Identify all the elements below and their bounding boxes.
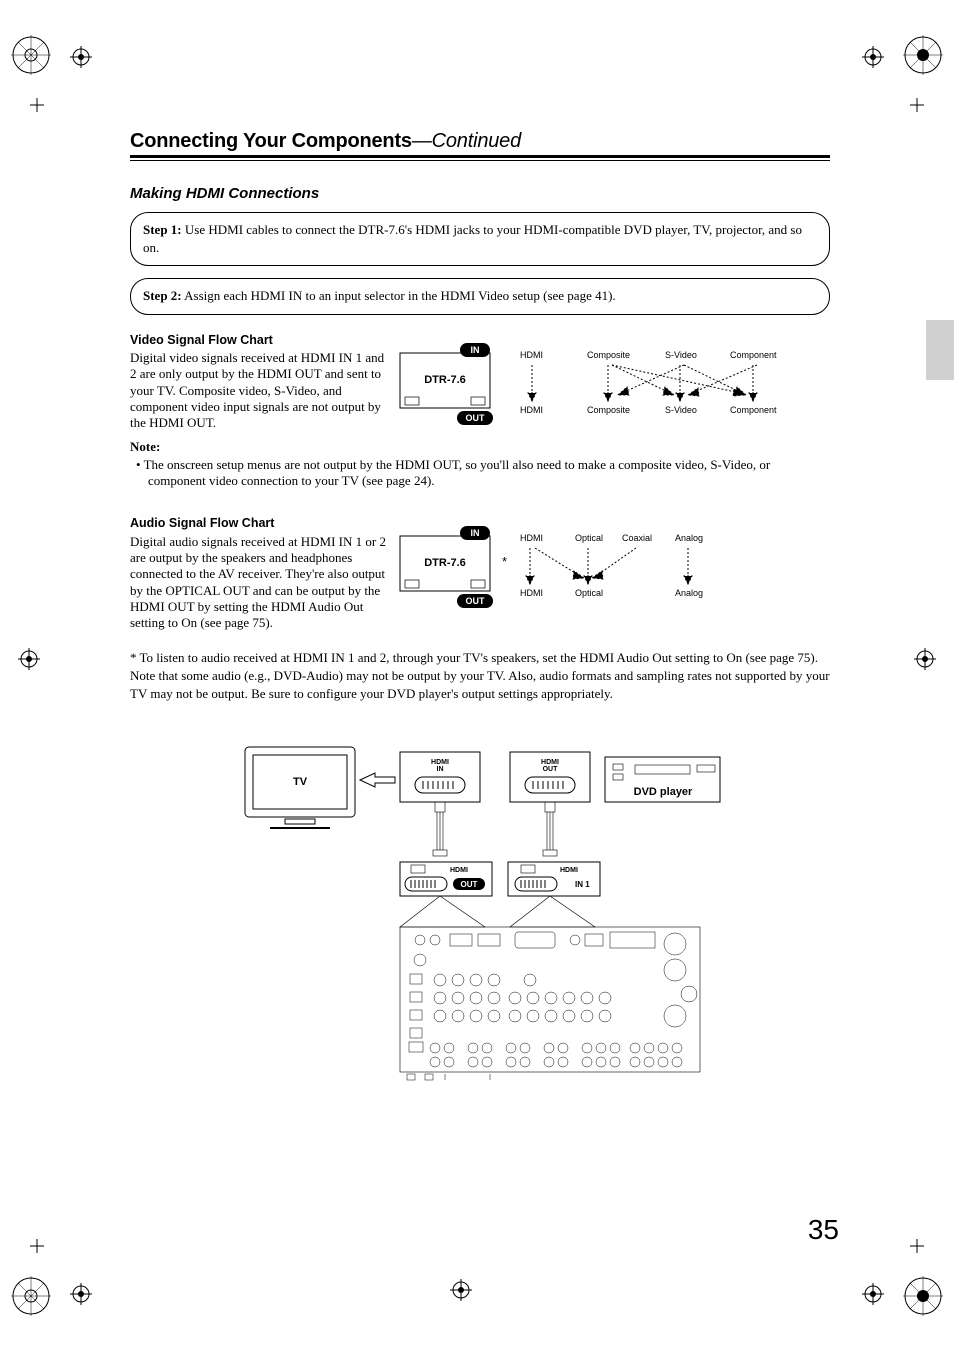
note-bullet: • The onscreen setup menus are not outpu… xyxy=(130,457,830,491)
device-label: DTR-7.6 xyxy=(424,374,466,386)
svg-text:Component: Component xyxy=(730,405,777,415)
crop-mark xyxy=(30,98,44,112)
in-pill: IN xyxy=(471,345,480,355)
svg-text:OUT: OUT xyxy=(461,880,478,889)
video-flow-heading: Video Signal Flow Chart xyxy=(130,333,390,349)
svg-text:Composite: Composite xyxy=(587,405,630,415)
svg-text:HDMI: HDMI xyxy=(450,867,468,874)
step-1-box: Step 1: Use HDMI cables to connect the D… xyxy=(130,212,830,266)
svg-text:HDMI: HDMI xyxy=(560,867,578,874)
svg-text:S-Video: S-Video xyxy=(665,350,697,360)
step-1-text: Use HDMI cables to connect the DTR-7.6's… xyxy=(143,222,802,255)
title-continued: —Continued xyxy=(412,130,521,152)
corner-ornament-tr xyxy=(898,30,948,80)
registration-mark-mr xyxy=(914,648,936,670)
registration-mark-bc xyxy=(450,1279,472,1301)
audio-flow-text: Audio Signal Flow Chart Digital audio si… xyxy=(130,516,390,631)
audio-flow-body: Digital audio signals received at HDMI I… xyxy=(130,534,386,630)
svg-text:HDMI: HDMI xyxy=(520,588,543,598)
registration-mark-bl xyxy=(70,1283,92,1305)
audio-flow-heading: Audio Signal Flow Chart xyxy=(130,516,390,532)
registration-mark-tr xyxy=(862,46,884,68)
corner-ornament-bl xyxy=(6,1271,56,1321)
registration-mark-ml xyxy=(18,648,40,670)
svg-text:Optical: Optical xyxy=(575,533,603,543)
crop-mark xyxy=(910,1239,924,1253)
video-flow-body: Digital video signals received at HDMI I… xyxy=(130,350,384,430)
out-pill: OUT xyxy=(466,596,486,606)
registration-mark-tl xyxy=(70,46,92,68)
crop-mark xyxy=(30,1239,44,1253)
connection-diagram-wrap: TV HDMI IN HDMI OUT DVD player xyxy=(130,722,830,1082)
page-number: 35 xyxy=(808,1214,839,1246)
audio-flow-row: Audio Signal Flow Chart Digital audio si… xyxy=(130,516,830,631)
subsection-title: Making HDMI Connections xyxy=(130,185,830,202)
title-rule xyxy=(130,160,830,161)
registration-mark-br xyxy=(862,1283,884,1305)
video-flow-row: Video Signal Flow Chart Digital video si… xyxy=(130,333,830,433)
section-title: Connecting Your Components—Continued xyxy=(130,130,830,153)
svg-text:Coaxial: Coaxial xyxy=(622,533,652,543)
dvd-label: DVD player xyxy=(634,786,693,798)
svg-text:Composite: Composite xyxy=(587,350,630,360)
page-tab xyxy=(926,320,954,380)
svg-text:Component: Component xyxy=(730,350,777,360)
svg-text:HDMI: HDMI xyxy=(541,759,559,766)
corner-ornament-br xyxy=(898,1271,948,1321)
hdmi-in-label: HDMI xyxy=(431,759,449,766)
svg-text:Optical: Optical xyxy=(575,588,603,598)
page-body: Connecting Your Components—Continued Mak… xyxy=(130,130,830,1082)
audio-flow-diagram: DTR-7.6 IN OUT * HDMI Optical Coaxial An… xyxy=(390,516,740,616)
note-label: Note: xyxy=(130,439,830,455)
svg-text:IN 1: IN 1 xyxy=(575,880,590,889)
out-pill: OUT xyxy=(466,413,486,423)
step-2-text: Assign each HDMI IN to an input selector… xyxy=(182,288,616,303)
svg-text:Analog: Analog xyxy=(675,533,703,543)
svg-text:HDMI: HDMI xyxy=(520,350,543,360)
svg-text:S-Video: S-Video xyxy=(665,405,697,415)
svg-text:HDMI: HDMI xyxy=(520,533,543,543)
crop-mark xyxy=(910,98,924,112)
step-2-box: Step 2: Assign each HDMI IN to an input … xyxy=(130,278,830,314)
title-rule xyxy=(130,155,830,158)
video-flow-text: Video Signal Flow Chart Digital video si… xyxy=(130,333,390,432)
title-main: Connecting Your Components xyxy=(130,130,412,152)
video-flow-diagram: DTR-7.6 IN OUT HDMI Composite S-Video Co… xyxy=(390,333,810,433)
step-1-label: Step 1: xyxy=(143,222,182,237)
svg-text:OUT: OUT xyxy=(543,766,559,773)
asterisk: * xyxy=(502,554,507,569)
connection-diagram: TV HDMI IN HDMI OUT DVD player xyxy=(235,722,725,1082)
footnote: * To listen to audio received at HDMI IN… xyxy=(130,649,830,702)
svg-text:HDMI: HDMI xyxy=(520,405,543,415)
step-2-label: Step 2: xyxy=(143,288,182,303)
corner-ornament-tl xyxy=(6,30,56,80)
in-pill: IN xyxy=(471,528,480,538)
svg-text:IN: IN xyxy=(437,766,444,773)
svg-text:Analog: Analog xyxy=(675,588,703,598)
device-label: DTR-7.6 xyxy=(424,557,466,569)
tv-label: TV xyxy=(293,776,308,788)
